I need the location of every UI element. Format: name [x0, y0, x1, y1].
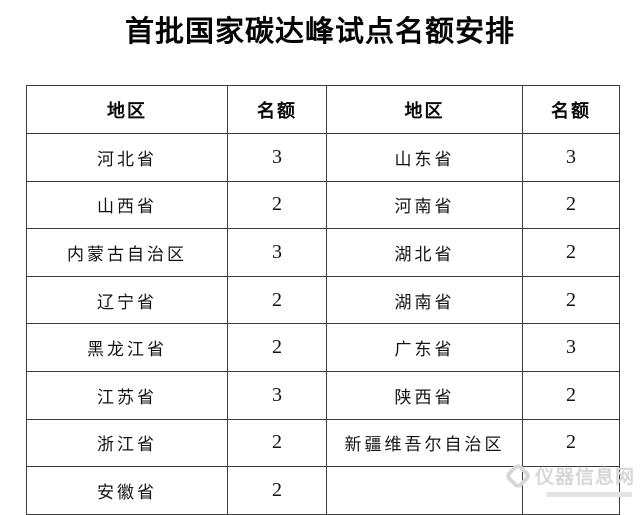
cell-region-right: 陕西省 [326, 370, 523, 420]
cell-region-right: 河南省 [326, 180, 523, 230]
header-quota-left: 名额 [227, 85, 327, 134]
page-title: 首批国家碳达峰试点名额安排 [124, 16, 515, 48]
table-header-row: 地区 名额 地区 名额 [26, 85, 620, 134]
cell-quota-left: 2 [227, 275, 327, 325]
cell-quota-left: 2 [227, 418, 327, 468]
cell-region-left: 河北省 [26, 133, 228, 182]
cell-region-left: 江苏省 [26, 370, 228, 420]
cell-quota-left: 2 [227, 323, 327, 372]
cell-quota-left: 3 [227, 133, 327, 182]
table-row: 河北省 3 山东省 3 [26, 133, 620, 182]
table-row: 内蒙古自治区 3 湖北省 2 [26, 228, 620, 277]
cell-region-right [326, 466, 523, 515]
cell-region-left: 山西省 [26, 180, 228, 230]
table-row: 辽宁省 2 湖南省 2 [26, 275, 620, 325]
table-row: 浙江省 2 新疆维吾尔自治区 2 [26, 418, 620, 468]
cell-region-right: 湖南省 [326, 275, 523, 325]
cell-region-left: 黑龙江省 [26, 323, 228, 372]
cell-region-right: 湖北省 [326, 228, 523, 277]
table-row: 安徽省 2 [26, 466, 620, 515]
cell-quota-left: 3 [227, 370, 327, 420]
cell-quota-right: 2 [522, 418, 620, 468]
cell-region-right: 广东省 [326, 323, 523, 372]
cell-quota-right: 2 [522, 180, 620, 230]
cell-region-left: 浙江省 [26, 418, 228, 468]
table-row: 黑龙江省 2 广东省 3 [26, 323, 620, 372]
cell-region-left: 辽宁省 [26, 275, 228, 325]
header-quota-right: 名额 [522, 85, 620, 134]
cell-region-left: 安徽省 [26, 466, 228, 515]
cell-quota-left: 2 [227, 180, 327, 230]
cell-quota-left: 3 [227, 228, 327, 277]
cell-quota-right: 2 [522, 228, 620, 277]
cell-quota-right: 2 [522, 275, 620, 325]
cell-quota-left: 2 [227, 466, 327, 515]
cell-quota-right [522, 466, 620, 515]
header-region-right: 地区 [326, 85, 523, 134]
cell-quota-right: 3 [522, 133, 620, 182]
cell-region-left: 内蒙古自治区 [26, 228, 228, 277]
cell-quota-right: 2 [522, 370, 620, 420]
quota-table: 地区 名额 地区 名额 河北省 3 山东省 3 山西省 2 河南省 2 内蒙古自… [26, 85, 620, 515]
header-region-left: 地区 [26, 85, 228, 134]
cell-region-right: 新疆维吾尔自治区 [326, 418, 523, 468]
cell-quota-right: 3 [522, 323, 620, 372]
table-row: 山西省 2 河南省 2 [26, 180, 620, 230]
table-row: 江苏省 3 陕西省 2 [26, 370, 620, 420]
cell-region-right: 山东省 [326, 133, 523, 182]
